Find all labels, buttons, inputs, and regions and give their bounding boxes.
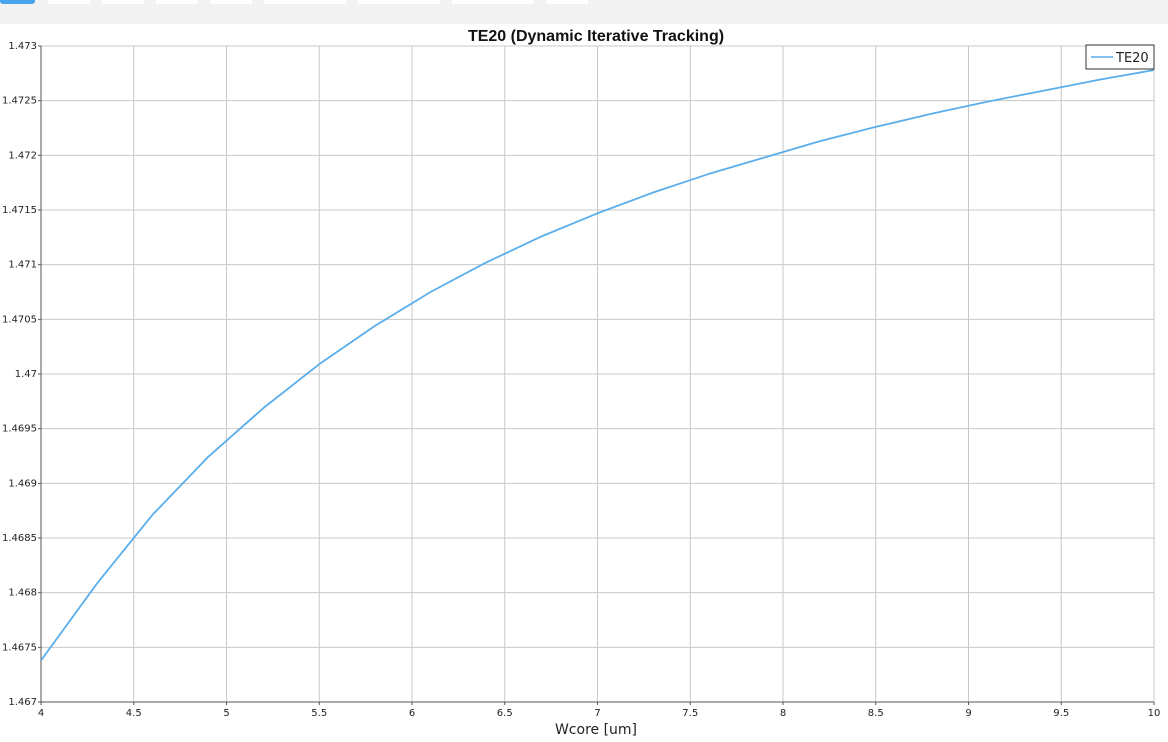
toolbar-button-7[interactable] [358, 0, 440, 4]
x-tick-label: 7 [594, 708, 600, 719]
y-tick-label: 1.468 [8, 588, 37, 599]
x-tick-label: 6 [409, 708, 415, 719]
toolbar-button-4[interactable] [156, 0, 198, 4]
y-tick-label: 1.472 [8, 150, 37, 161]
axes-layer [38, 45, 1155, 705]
y-tick-label: 1.471 [8, 260, 37, 271]
x-tick-label: 8.5 [868, 708, 884, 719]
y-tick-label: 1.4705 [2, 314, 37, 325]
x-tick-label: 5 [223, 708, 229, 719]
toolbar-button-5[interactable] [210, 0, 252, 4]
x-tick-label: 8 [780, 708, 786, 719]
x-axis-label: Wcore [um] [555, 722, 637, 738]
y-tick-label: 1.467 [8, 697, 37, 708]
toolbar-button-9[interactable] [546, 0, 588, 4]
tick-labels: 4 4.5 5 5.5 6 6.5 7 7.5 8 8.5 9 9.5 10 1.467 1.4675 1.4… [2, 41, 1160, 719]
y-tick-label: 1.4685 [2, 533, 37, 544]
x-tick-label: 10 [1148, 708, 1161, 719]
x-tick-label: 9 [965, 708, 971, 719]
toolbar-button-6[interactable] [264, 0, 346, 4]
x-tick-label: 4.5 [126, 708, 142, 719]
toolbar [0, 0, 1168, 24]
chart-title: TE20 (Dynamic Iterative Tracking) [468, 28, 724, 45]
x-tick-label: 5.5 [311, 708, 327, 719]
series-layer [40, 69, 1155, 661]
grid-layer [40, 45, 1155, 703]
toolbar-button-1[interactable] [0, 0, 35, 4]
x-tick-label: 6.5 [497, 708, 513, 719]
toolbar-button-8[interactable] [452, 0, 534, 4]
y-tick-label: 1.47 [15, 369, 37, 380]
y-tick-label: 1.469 [8, 478, 37, 489]
x-tick-label: 7.5 [682, 708, 698, 719]
y-tick-label: 1.4715 [2, 205, 37, 216]
toolbar-button-3[interactable] [102, 0, 144, 4]
y-tick-label: 1.473 [8, 41, 37, 52]
y-tick-label: 1.4725 [2, 96, 37, 107]
toolbar-button-2[interactable] [48, 0, 90, 4]
line-chart: TE20 (Dynamic Iterative Tracking) 4 4.5 5 5… [2, 28, 1160, 738]
y-tick-label: 1.4675 [2, 642, 37, 653]
y-tick-label: 1.4695 [2, 424, 37, 435]
x-tick-label: 9.5 [1053, 708, 1069, 719]
legend-label-te20: TE20 [1115, 51, 1149, 66]
legend: TE20 [1085, 44, 1155, 70]
x-tick-label: 4 [38, 708, 44, 719]
